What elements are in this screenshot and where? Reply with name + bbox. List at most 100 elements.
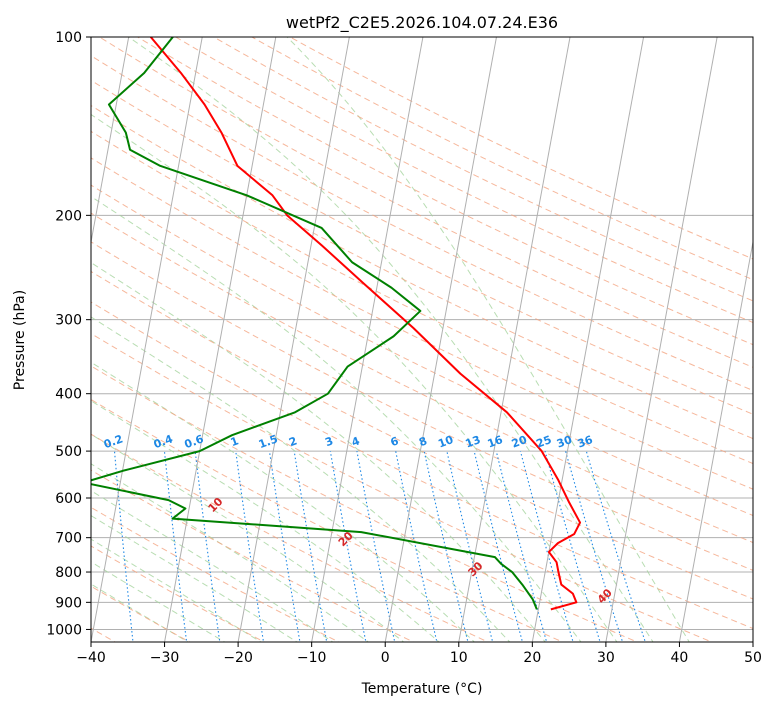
- moist-adiabat--30: [91, 583, 190, 642]
- y-tick-label: 200: [55, 208, 82, 224]
- dry-adiabat-80: [91, 212, 753, 544]
- mixing-ratio-label: 0.2: [102, 432, 125, 451]
- y-tick-label: 600: [55, 491, 82, 507]
- mixing-ratio-label: 16: [486, 433, 505, 451]
- y-tick-label: 300: [55, 313, 82, 329]
- isotherm--50: [91, 37, 130, 245]
- y-tick-label: 700: [55, 531, 82, 547]
- dry-adiabat-0: [91, 469, 415, 642]
- moist-adiabat-25: [91, 195, 582, 642]
- mixing-ratio-label: 8: [417, 434, 429, 449]
- x-tick-label: −20: [223, 650, 253, 666]
- mixing-ratio-lines: [113, 450, 646, 642]
- temperature-profile: [149, 37, 582, 611]
- dry-adiabat-20: [91, 398, 564, 642]
- moist-adiabat-5: [91, 400, 440, 642]
- plot-frame: [90, 36, 754, 643]
- mixing-ratio-label: 3: [323, 434, 335, 449]
- mixing-ratio-label: 36: [576, 433, 595, 451]
- dry-adiabat-110: [91, 130, 753, 465]
- dry-adiabat-140: [91, 55, 753, 392]
- mixing-ratio-label: 13: [464, 433, 483, 450]
- isotherm--20: [237, 37, 350, 642]
- y-tick-label: 400: [55, 387, 82, 403]
- mixing-ratio-label: 4: [350, 434, 362, 449]
- dry-adiabat-10: [91, 433, 490, 642]
- mixing-ratio-label: 25: [534, 433, 553, 450]
- moist-adiabat-35: [128, 37, 654, 642]
- isotherm--30: [164, 37, 277, 642]
- dry-adiabat-90: [91, 184, 753, 517]
- mixing-ratio-label: 1: [229, 434, 241, 449]
- dry-adiabat-100: [91, 157, 753, 490]
- x-tick-label: 10: [450, 650, 468, 666]
- mixing-ratio-line-11: [446, 450, 494, 642]
- y-tick-label: 1000: [46, 622, 82, 638]
- dewpoint-profile: [91, 37, 538, 610]
- mixing-ratio-line-5: [268, 451, 301, 642]
- x-tick-label: 0: [381, 650, 390, 666]
- mixing-ratio-label: 6: [389, 434, 401, 449]
- isotherm-10: [458, 37, 571, 642]
- x-tick-label: 50: [744, 650, 762, 666]
- y-tick-label: 800: [55, 565, 82, 581]
- moist-adiabat-20: [91, 262, 546, 642]
- dry-adiabat-60: [91, 270, 753, 600]
- x-tick-label: 40: [671, 650, 689, 666]
- moist-adiabat--5: [91, 463, 370, 642]
- moist-adiabats: [91, 37, 690, 642]
- mixing-ratio-line-16: [565, 450, 624, 642]
- mixing-ratio-line-9: [395, 450, 438, 642]
- mixing-ratio-line-6: [293, 451, 328, 642]
- dry-adiabat-30: [91, 365, 639, 642]
- mixing-ratio-line-13: [495, 450, 548, 642]
- mixing-ratio-line-15: [544, 450, 601, 642]
- mixing-ratio-label: 10: [436, 433, 455, 451]
- mixing-ratio-line-7: [329, 451, 367, 642]
- dry-adiabat-150: [98, 37, 753, 368]
- moist-adiabat-10: [91, 361, 476, 642]
- dry-adiabat-180: [212, 37, 753, 302]
- isotherm-40: [678, 239, 753, 642]
- y-tick-label: 500: [55, 444, 82, 460]
- y-axis: 1000 900 800 700 600 500 400 300 200 100: [46, 30, 91, 638]
- x-tick-label: 20: [523, 650, 541, 666]
- mixing-ratio-line-14: [519, 450, 574, 642]
- isotherm-30: [605, 37, 718, 642]
- moist-adiabat--20: [91, 538, 262, 642]
- sounding-profiles: [91, 37, 582, 611]
- y-axis-label: Pressure (hPa): [12, 290, 28, 390]
- x-tick-label: −10: [297, 650, 327, 666]
- x-tick-label: −40: [76, 650, 106, 666]
- mixing-ratio-label: 0.6: [183, 432, 206, 451]
- mixing-ratio-line-12: [473, 450, 524, 642]
- moist-adiabat-40: [286, 37, 690, 642]
- mixing-ratio-line-4: [235, 451, 265, 642]
- chart-title: wetPf2_C2E5.2026.104.07.24.E36: [286, 13, 558, 33]
- y-tick-label: 900: [55, 595, 82, 611]
- x-axis: −40 −30 −20 −10 0 10 20 30 40 50: [76, 642, 762, 666]
- isotherm-20: [531, 37, 645, 642]
- moist-adiabat--25: [91, 561, 226, 642]
- x-axis-label: Temperature (°C): [361, 681, 483, 697]
- mixing-ratio-label: 1.5: [257, 432, 280, 451]
- mixing-ratio-label: 30: [555, 433, 574, 451]
- isotherm--40: [91, 37, 203, 642]
- moist-adiabat-30: [91, 113, 618, 642]
- moist-adiabat-0: [91, 433, 405, 642]
- isotherm--10: [311, 37, 424, 642]
- mixing-ratio-label: 0.4: [152, 432, 175, 451]
- dry-adiabats: [91, 37, 753, 642]
- dry-adiabat-120: [91, 104, 753, 440]
- dry-adiabat-170: [174, 37, 753, 324]
- x-tick-label: 30: [597, 650, 615, 666]
- dry-adiabat-50: [91, 301, 753, 630]
- mixing-ratio-label: 2: [287, 434, 299, 449]
- plot-area: [91, 37, 753, 642]
- x-tick-label: −30: [150, 650, 180, 666]
- dry-adiabat--10: [91, 506, 340, 642]
- mixing-ratio-label: 20: [510, 433, 529, 451]
